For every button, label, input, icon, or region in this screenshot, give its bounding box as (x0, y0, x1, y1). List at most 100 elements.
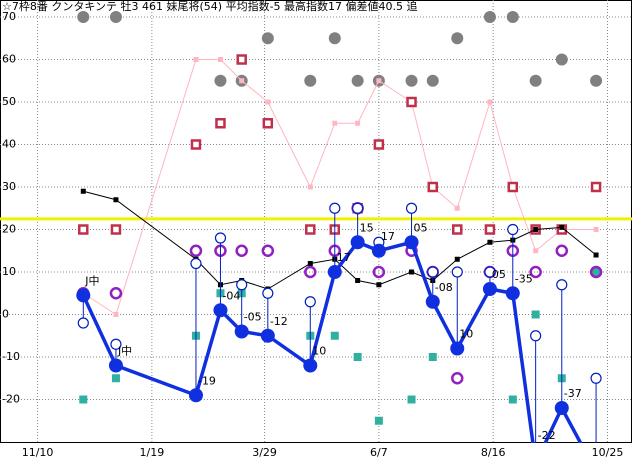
teal-square (111, 374, 120, 383)
index-point (450, 341, 465, 356)
purple-ring (235, 244, 248, 257)
open-circle (236, 279, 248, 291)
x-tick-label: 1/19 (140, 446, 165, 459)
index-point (505, 286, 520, 301)
grey-dot (483, 11, 496, 23)
open-circle (262, 287, 274, 299)
teal-square (330, 331, 339, 340)
open-circle (556, 279, 568, 291)
data-label: -37 (564, 387, 582, 400)
open-circle (304, 296, 316, 308)
index-point (188, 388, 203, 403)
data-label: 05 (414, 221, 428, 234)
data-label: 15 (360, 221, 374, 234)
open-circle (590, 372, 602, 384)
data-label: J中 (84, 274, 99, 287)
data-label: -22 (538, 429, 556, 442)
red-square (236, 54, 247, 65)
red-square (373, 139, 385, 150)
grey-dot (405, 74, 418, 87)
index-point (260, 328, 275, 343)
red-square (452, 224, 463, 235)
data-label: -35 (515, 272, 533, 285)
open-circle (190, 257, 202, 270)
index-point (529, 456, 543, 460)
open-circle (507, 223, 519, 236)
grey-dot (304, 74, 317, 87)
plot-frame (0, 0, 632, 443)
x-tick-label: 11/10 (22, 446, 54, 459)
red-square (262, 118, 274, 129)
purple-ring (589, 265, 603, 279)
series-line (83, 190, 597, 290)
series-line (83, 59, 597, 316)
x-tick-label: 10/25 (592, 446, 624, 459)
red-square (406, 96, 417, 108)
red-square (427, 181, 439, 193)
open-circle (110, 338, 122, 350)
grey-dot (77, 11, 90, 23)
y-tick-label: 70 (2, 10, 16, 23)
teal-square (428, 353, 437, 361)
data-label: -04 (222, 289, 240, 302)
grey-dot (529, 74, 542, 87)
index-point (482, 282, 497, 296)
purple-ring (451, 372, 464, 385)
index-point (404, 235, 419, 250)
data-label: 10 (312, 345, 326, 358)
open-circle (329, 202, 341, 214)
index-point (213, 303, 228, 318)
purple-ring (189, 244, 203, 257)
data-label: -19 (198, 374, 216, 387)
index-point (303, 358, 318, 373)
teal-square (353, 353, 362, 361)
open-circle (77, 317, 89, 329)
grey-dot (328, 32, 341, 45)
purple-ring (304, 265, 317, 279)
index-point (554, 401, 569, 415)
data-label: -05 (244, 311, 262, 324)
y-tick-label: 40 (2, 138, 16, 151)
series-line (81, 240, 583, 443)
x-tick-label: 8/16 (481, 446, 506, 459)
purple-ring (109, 287, 123, 300)
grey-dot (109, 11, 122, 23)
teal-square (592, 268, 601, 276)
y-tick-label: 0 (2, 308, 9, 321)
red-square (190, 139, 202, 150)
grey-dot (451, 32, 464, 45)
data-label: -12 (270, 315, 288, 328)
y-tick-label: 10 (2, 265, 16, 278)
data-label: -08 (435, 281, 453, 294)
data-label: 10 (459, 328, 473, 341)
open-circle (405, 202, 418, 214)
grey-dot (590, 74, 603, 87)
purple-ring (261, 244, 275, 257)
red-square (590, 181, 602, 193)
red-square (484, 224, 496, 235)
y-tick-label: 50 (2, 95, 16, 108)
data-label: J中 (117, 345, 132, 358)
grey-dot (426, 74, 439, 87)
grey-dot (506, 11, 519, 23)
y-tick-label: 60 (2, 53, 16, 66)
open-circle (451, 266, 463, 278)
grey-dot (214, 74, 227, 87)
teal-square (508, 395, 517, 404)
red-square (110, 224, 122, 235)
index-point (108, 358, 123, 373)
x-tick-label: 6/7 (370, 446, 388, 459)
grey-dot (351, 74, 364, 87)
x-tick-label: 3/29 (252, 446, 277, 459)
y-tick-label: -20 (2, 393, 20, 406)
red-square (215, 118, 226, 129)
teal-square (374, 416, 383, 425)
open-circle (214, 232, 227, 244)
index-point (234, 324, 249, 339)
chart-title: ☆7枠8番 クンタキンテ 牡3 461 妹尾将(54) 平均指数-5 最高指数1… (2, 0, 418, 13)
index-point (371, 243, 386, 258)
teal-square (531, 310, 540, 319)
purple-ring (372, 265, 386, 279)
data-label: 17 (337, 251, 351, 264)
